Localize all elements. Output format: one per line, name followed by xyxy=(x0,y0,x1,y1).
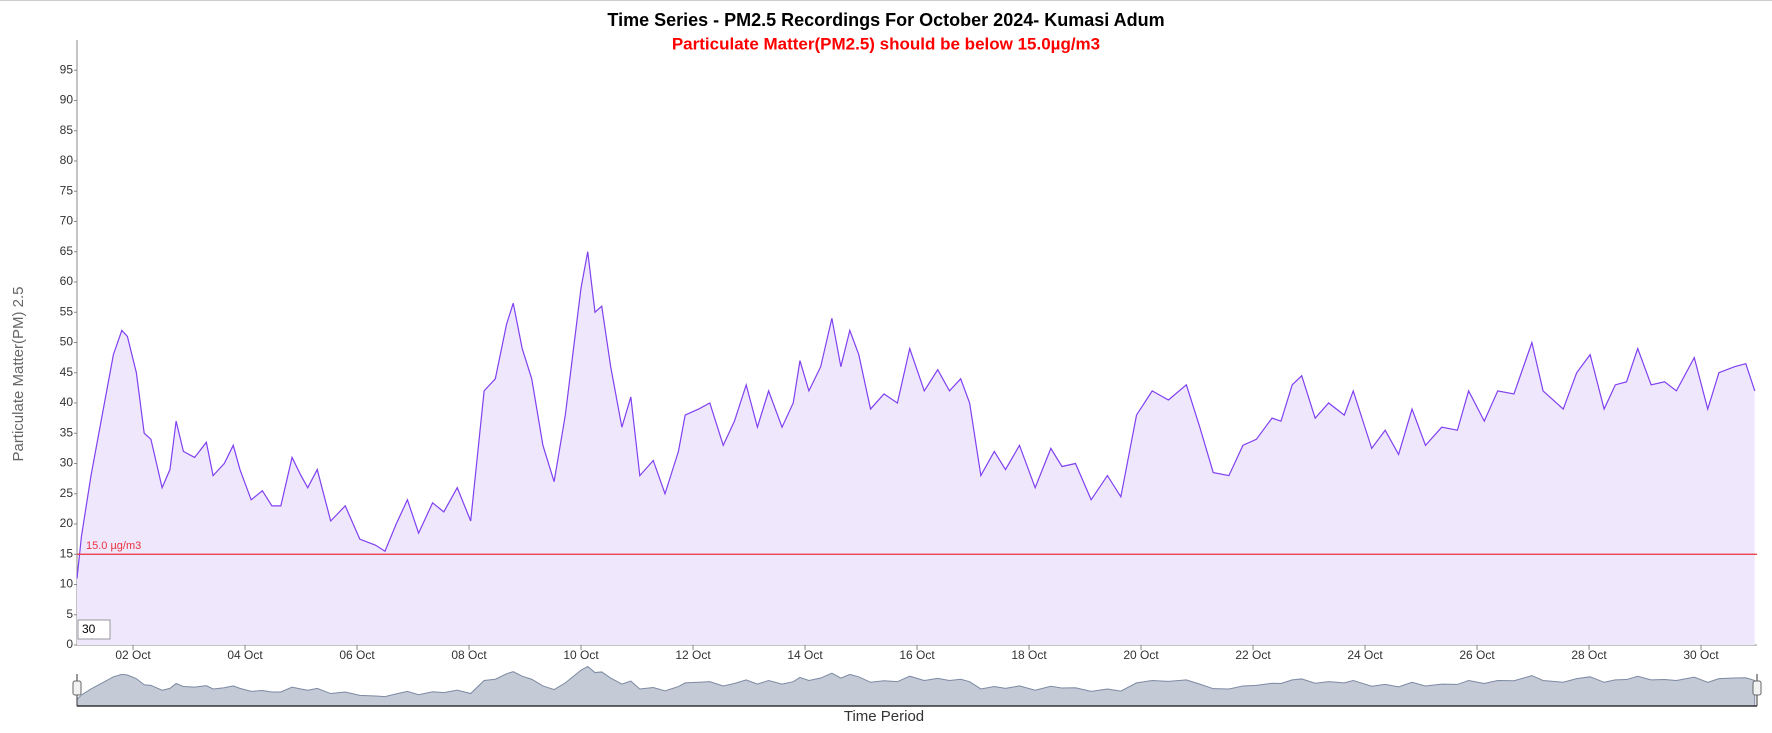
y-tick-label: 80 xyxy=(60,153,74,167)
y-axis-label: Particulate Matter(PM) 2.5 xyxy=(10,286,27,461)
y-tick-label: 95 xyxy=(60,62,74,76)
x-tick-label: 10 Oct xyxy=(563,648,599,662)
threshold-label: 15.0 µg/m3 xyxy=(86,540,141,552)
y-tick-label: 30 xyxy=(60,456,74,470)
area-fill xyxy=(77,251,1755,645)
y-tick-label: 10 xyxy=(60,577,74,591)
line xyxy=(76,251,1756,579)
y-tick-label: 55 xyxy=(60,304,74,318)
x-tick-label: 12 Oct xyxy=(675,648,711,662)
range-box[interactable] xyxy=(77,619,111,640)
x-tick-label: 06 Oct xyxy=(339,648,375,662)
x-tick-label: 16 Oct xyxy=(899,648,935,662)
y-tick-label: 75 xyxy=(60,183,74,197)
y-tick-label: 45 xyxy=(60,365,74,379)
y-tick-label: 70 xyxy=(60,214,74,228)
x-tick-label: 02 Oct xyxy=(115,648,151,662)
y-tick-label: 15 xyxy=(60,546,74,560)
x-tick-label: 18 Oct xyxy=(1011,648,1047,662)
x-tick-label: 26 Oct xyxy=(1459,648,1495,662)
navigator-handle[interactable] xyxy=(72,680,82,696)
x-tick-label: 30 Oct xyxy=(1683,648,1719,662)
x-axis-label: Time Period xyxy=(844,708,924,725)
navigator-handle[interactable] xyxy=(1752,680,1762,696)
x-tick-label: 22 Oct xyxy=(1235,648,1271,662)
y-tick-label: 0 xyxy=(66,637,73,651)
chart-title: Time Series - PM2.5 Recordings For Octob… xyxy=(607,10,1164,30)
x-tick-label: 14 Oct xyxy=(787,648,823,662)
chart-subtitle: Particulate Matter(PM2.5) should be belo… xyxy=(672,34,1100,53)
x-tick-label: 28 Oct xyxy=(1571,648,1607,662)
y-tick-label: 50 xyxy=(60,335,74,349)
y-tick-label: 40 xyxy=(60,395,74,409)
range-box-text: 30 xyxy=(82,622,96,636)
x-tick-label: 24 Oct xyxy=(1347,648,1383,662)
y-tick-label: 20 xyxy=(60,516,74,530)
navigator-area xyxy=(76,665,1756,707)
y-tick-label: 5 xyxy=(66,607,73,621)
x-tick-label: 20 Oct xyxy=(1123,648,1159,662)
y-tick-label: 35 xyxy=(60,425,74,439)
x-tick-label: 04 Oct xyxy=(227,648,263,662)
y-tick-label: 60 xyxy=(60,274,74,288)
y-tick-label: 65 xyxy=(60,244,74,258)
x-tick-label: 08 Oct xyxy=(451,648,487,662)
y-tick-label: 25 xyxy=(60,486,74,500)
y-tick-label: 85 xyxy=(60,123,74,137)
y-tick-label: 90 xyxy=(60,93,74,107)
